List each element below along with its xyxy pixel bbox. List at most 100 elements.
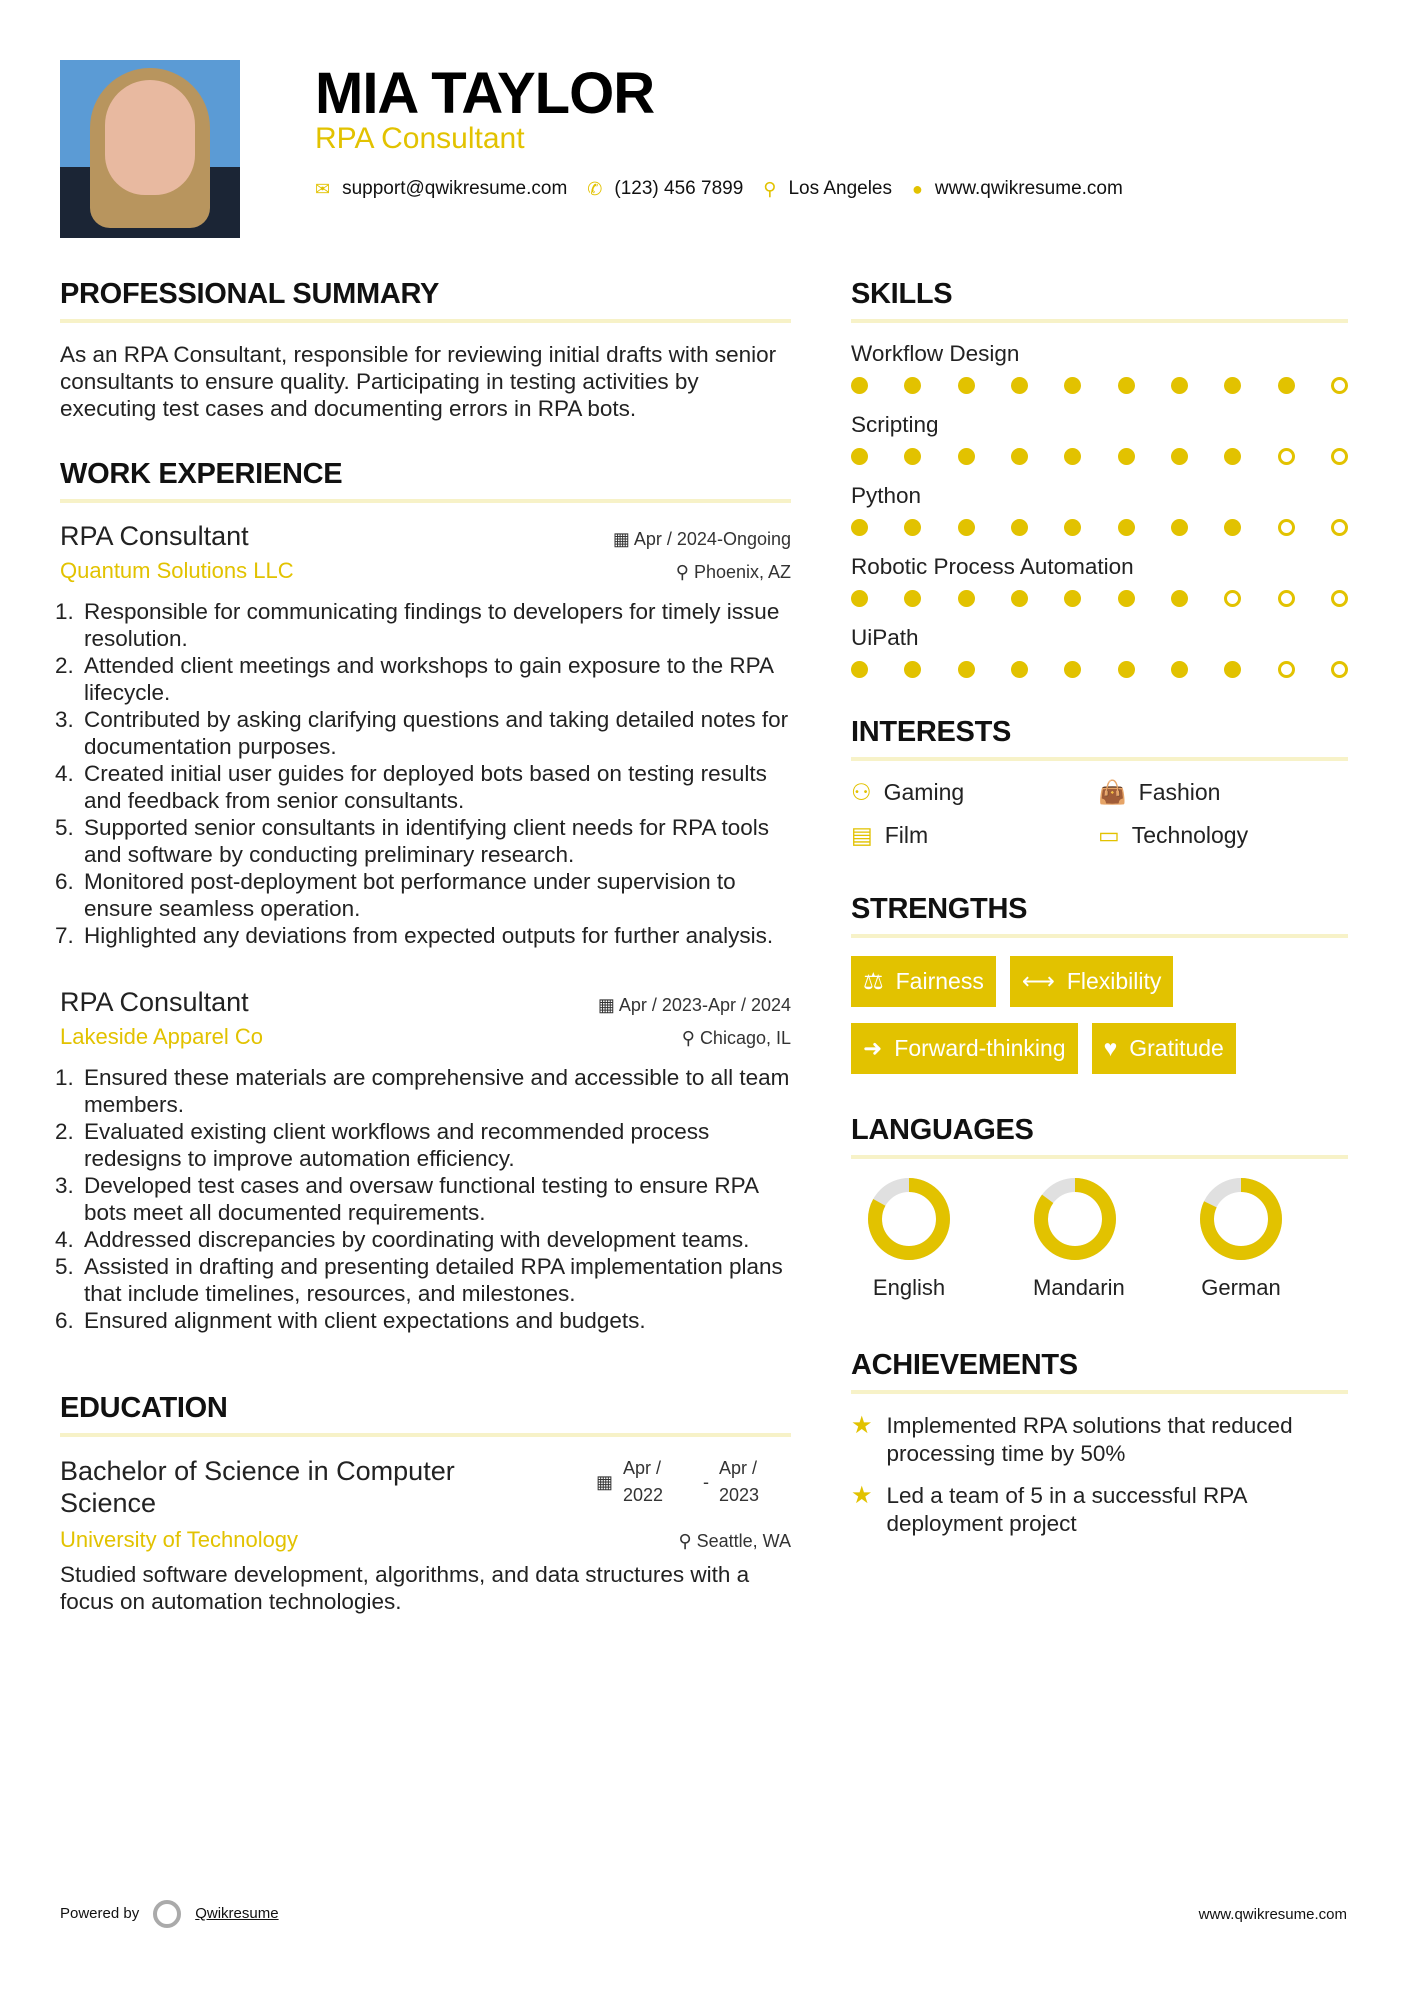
section-heading-strengths: STRENGTHS — [851, 893, 1348, 938]
skill-name: UiPath — [851, 625, 919, 650]
rating-dot — [1010, 377, 1028, 394]
education-text: Studied software development, algorithms… — [60, 1562, 750, 1614]
contact-row: ✉ support@qwikresume.com ✆ (123) 456 7899 … — [315, 178, 1123, 200]
donut-fill — [868, 1178, 950, 1260]
strength-label: Flexibility — [1066, 968, 1162, 994]
footer-site[interactable]: www.qwikresume.com — [1198, 1905, 1347, 1923]
strength-label: Gratitude — [1129, 1035, 1224, 1061]
left-column: PROFESSIONAL SUMMARY As an RPA Consultan… — [60, 278, 791, 1615]
rating-dot — [1224, 377, 1242, 394]
language-name: Mandarin — [1033, 1275, 1125, 1300]
pin-icon: ⚲ — [681, 1028, 700, 1048]
interest-item: 👜 Fashion — [1098, 779, 1348, 806]
language-item: German — [1199, 1177, 1283, 1301]
gamepad-icon: ⚇ — [851, 779, 872, 805]
rating-dot — [1010, 448, 1028, 465]
email[interactable]: support@qwikresume.com — [342, 178, 568, 199]
brand-link[interactable]: Qwikresume — [195, 1904, 279, 1922]
interest-item: ⚇ Gaming — [851, 779, 1098, 806]
rating-dot — [904, 661, 922, 678]
strength-tag: ➜ Forward-thinking — [851, 1023, 1078, 1074]
skill-rating — [851, 590, 1348, 607]
rating-dot — [904, 377, 922, 394]
job-bullet: Monitored post-deployment bot performanc… — [80, 868, 791, 922]
skill-name: Scripting — [851, 412, 939, 437]
website[interactable]: www.qwikresume.com — [934, 178, 1123, 199]
phone-icon: ✆ — [587, 178, 603, 199]
film-icon: ▤ — [851, 822, 873, 848]
interest-item: ▤ Film — [851, 822, 1098, 849]
rating-dot — [1117, 590, 1135, 607]
rating-dot — [957, 448, 975, 465]
job-title: RPA Consultant — [60, 521, 249, 551]
powered-by: Powered by — [60, 1904, 140, 1922]
skill-rating — [851, 377, 1348, 394]
interest-label: Fashion — [1138, 779, 1221, 805]
rating-dot — [904, 448, 922, 465]
start-date: Apr / 2022 — [623, 1458, 664, 1505]
arrow-right-icon: ➜ — [863, 1035, 883, 1061]
rating-dot — [1064, 661, 1082, 678]
pin-icon: ⚲ — [678, 1531, 697, 1551]
section-heading-education: EDUCATION — [60, 1392, 791, 1437]
section-heading-summary: PROFESSIONAL SUMMARY — [60, 278, 791, 323]
calendar-icon: ▦ — [596, 1471, 614, 1492]
achievement-item: ★ Led a team of 5 in a successful RPA dep… — [851, 1482, 1348, 1538]
rating-dot — [1277, 661, 1295, 678]
school-location: Seattle, WA — [696, 1531, 791, 1551]
skill-rating — [851, 661, 1348, 678]
heart-icon: ♥ — [1103, 1035, 1118, 1061]
map-marker-icon: ⚲ — [763, 178, 777, 199]
rating-dot — [1064, 377, 1082, 394]
job-dates: Apr / 2024-Ongoing — [633, 529, 791, 549]
rating-dot — [1330, 448, 1348, 465]
achievement-item: ★ Implemented RPA solutions that reduced … — [851, 1412, 1348, 1468]
globe-icon: ● — [912, 178, 923, 199]
star-icon: ★ — [851, 1482, 873, 1509]
rating-dot — [1117, 377, 1135, 394]
job-title: RPA Consultant — [60, 987, 249, 1017]
strength-tag: ⚖ Fairness — [851, 956, 996, 1007]
skill-item: UiPath — [851, 625, 1348, 678]
strength-tag: ⟷ Flexibility — [1009, 956, 1174, 1007]
profile-photo — [60, 60, 240, 238]
language-donut — [868, 1178, 950, 1260]
degree: Bachelor of Science in Computer Science — [60, 1456, 455, 1518]
rating-dot — [1330, 519, 1348, 536]
interest-label: Gaming — [883, 779, 965, 805]
school: University of Technology — [60, 1527, 299, 1552]
job-bullet: Ensured these materials are comprehensiv… — [80, 1064, 791, 1118]
job-bullet: Contributed by asking clarifying questio… — [80, 706, 791, 760]
phone: (123) 456 7899 — [614, 178, 744, 199]
right-column: SKILLS Workflow Design Scripting Python Rob… — [851, 278, 1348, 1552]
rating-dot — [1330, 590, 1348, 607]
job-title: RPA Consultant — [315, 122, 525, 155]
job-bullet: Developed test cases and oversaw functio… — [80, 1172, 791, 1226]
strength-label: Forward-thinking — [894, 1035, 1066, 1061]
rating-dot — [1170, 448, 1188, 465]
donut-fill — [1200, 1178, 1282, 1260]
language-donut — [1034, 1178, 1116, 1260]
calendar-icon: ▦ — [612, 529, 634, 549]
arrows-horizontal-icon: ⟷ — [1021, 968, 1055, 994]
job-bullet: Ensured alignment with client expectatio… — [80, 1307, 791, 1334]
rating-dot — [1117, 448, 1135, 465]
job-entry: RPA Consultant ▦ Apr / 2023-Apr / 2024 L… — [60, 987, 791, 1334]
job-bullet: Responsible for communicating findings t… — [80, 598, 791, 652]
job-bullet: Attended client meetings and workshops t… — [80, 652, 791, 706]
rating-dot — [1224, 448, 1242, 465]
job-bullet: Created initial user guides for deployed… — [80, 760, 791, 814]
calendar-icon: ▦ — [597, 995, 619, 1015]
rating-dot — [1117, 661, 1135, 678]
rating-dot — [1277, 519, 1295, 536]
rating-dot — [1064, 519, 1082, 536]
rating-dot — [957, 590, 975, 607]
rating-dot — [957, 377, 975, 394]
skill-rating — [851, 448, 1348, 465]
achievement-text: Led a team of 5 in a successful RPA depl… — [886, 1483, 1247, 1536]
achievement-text: Implemented RPA solutions that reduced p… — [886, 1413, 1293, 1466]
company: Quantum Solutions LLC — [60, 558, 294, 583]
section-heading-skills: SKILLS — [851, 278, 1348, 323]
rating-dot — [1064, 448, 1082, 465]
rating-dot — [1224, 661, 1242, 678]
